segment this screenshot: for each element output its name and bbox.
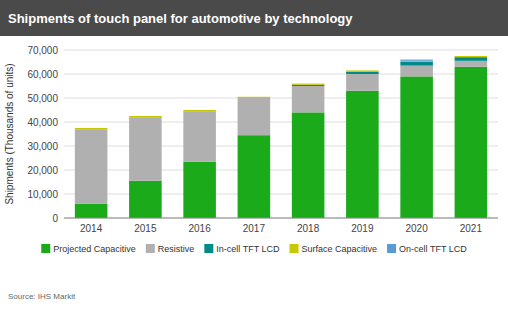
y-axis-label: Shipments (Thousands of units) bbox=[4, 63, 15, 204]
bar-segment bbox=[292, 86, 325, 112]
legend-item: In-cell TFT LCD bbox=[204, 244, 280, 254]
y-tick-label: 20,000 bbox=[27, 165, 58, 176]
bar-segment bbox=[400, 60, 433, 61]
grid-line bbox=[64, 50, 498, 51]
bar-segment bbox=[75, 204, 108, 218]
bar-segment bbox=[292, 83, 325, 84]
bar-segment bbox=[455, 56, 488, 57]
legend: Projected Capacitive Resistive In-cell TFT… bbox=[41, 244, 467, 254]
bar-segment bbox=[183, 110, 216, 111]
bar-segment bbox=[346, 70, 379, 71]
legend-label: Resistive bbox=[158, 244, 195, 254]
x-axis-line bbox=[64, 218, 498, 219]
bar-segment bbox=[129, 117, 162, 118]
bar-segment bbox=[129, 116, 162, 117]
bar-segment bbox=[346, 74, 379, 91]
bars bbox=[75, 56, 487, 218]
legend-label: Projected Capacitive bbox=[53, 244, 136, 254]
bar-segment bbox=[75, 128, 108, 129]
bar-segment bbox=[183, 111, 216, 161]
x-tick-label: 2019 bbox=[351, 223, 374, 234]
bar-segment bbox=[238, 96, 271, 97]
legend-swatch bbox=[41, 244, 50, 253]
title: Shipments of touch panel for automotive … bbox=[8, 11, 353, 26]
bar-segment bbox=[129, 181, 162, 218]
y-tick-label: 10,000 bbox=[27, 189, 58, 200]
bar-segment bbox=[129, 116, 162, 117]
legend-item: Resistive bbox=[146, 244, 195, 254]
bar-segment bbox=[400, 76, 433, 218]
bar-segment bbox=[400, 62, 433, 66]
bar-segment bbox=[238, 98, 271, 99]
y-tick-label: 70,000 bbox=[27, 45, 58, 56]
bar-segment bbox=[292, 112, 325, 218]
bar-segment bbox=[292, 84, 325, 85]
x-tick-label: 2020 bbox=[406, 223, 429, 234]
legend-swatch bbox=[146, 244, 155, 253]
bar-segment bbox=[346, 70, 379, 71]
bar-segment bbox=[400, 66, 433, 77]
bar-segment bbox=[238, 135, 271, 218]
x-tick-label: 2018 bbox=[297, 223, 320, 234]
bar-segment bbox=[455, 61, 488, 67]
legend-swatch bbox=[290, 244, 299, 253]
bar-segment bbox=[346, 91, 379, 218]
grid bbox=[64, 50, 498, 218]
y-tick-label: 60,000 bbox=[27, 69, 58, 80]
bar-segment bbox=[238, 97, 271, 98]
bar-segment bbox=[183, 110, 216, 111]
legend-label: On-cell TFT LCD bbox=[399, 244, 467, 254]
legend-swatch bbox=[204, 244, 213, 253]
annotation: Source: IHS Markit bbox=[8, 292, 76, 301]
bar-segment bbox=[75, 128, 108, 129]
bar-segment bbox=[455, 56, 488, 57]
x-tick-label: 2014 bbox=[80, 223, 103, 234]
bar-segment bbox=[400, 61, 433, 62]
bar-segment bbox=[75, 129, 108, 203]
title-bar bbox=[0, 0, 508, 36]
page: {"chart_data": {"type": "bar", "stacked"… bbox=[0, 0, 508, 309]
x-tick-label: 2021 bbox=[460, 223, 483, 234]
bar-segment bbox=[238, 98, 271, 135]
legend-label: In-cell TFT LCD bbox=[216, 244, 280, 254]
bar-segment bbox=[75, 129, 108, 130]
bar-segment bbox=[292, 85, 325, 86]
y-tick-label: 40,000 bbox=[27, 117, 58, 128]
x-tick-label: 2015 bbox=[134, 223, 157, 234]
chart-container: Shipments of touch panel for automotive … bbox=[0, 0, 508, 309]
y-tick-label: 50,000 bbox=[27, 93, 58, 104]
bar-segment bbox=[183, 111, 216, 112]
grid-line bbox=[64, 218, 498, 219]
legend-item: Surface Capacitive bbox=[290, 244, 378, 254]
legend-item: On-cell TFT LCD bbox=[387, 244, 467, 254]
bar-segment bbox=[346, 72, 379, 74]
bar-segment bbox=[183, 162, 216, 218]
y-tick-label: 0 bbox=[52, 213, 58, 224]
legend-item: Projected Capacitive bbox=[41, 244, 136, 254]
x-tick-label: 2016 bbox=[189, 223, 212, 234]
legend-swatch bbox=[387, 244, 396, 253]
y-tick-label: 30,000 bbox=[27, 141, 58, 152]
bar-segment bbox=[455, 67, 488, 218]
bar-segment bbox=[455, 57, 488, 61]
chart-svg: Shipments of touch panel for automotive … bbox=[0, 0, 508, 309]
legend-label: Surface Capacitive bbox=[302, 244, 378, 254]
bar-segment bbox=[129, 117, 162, 181]
x-tick-label: 2017 bbox=[243, 223, 266, 234]
